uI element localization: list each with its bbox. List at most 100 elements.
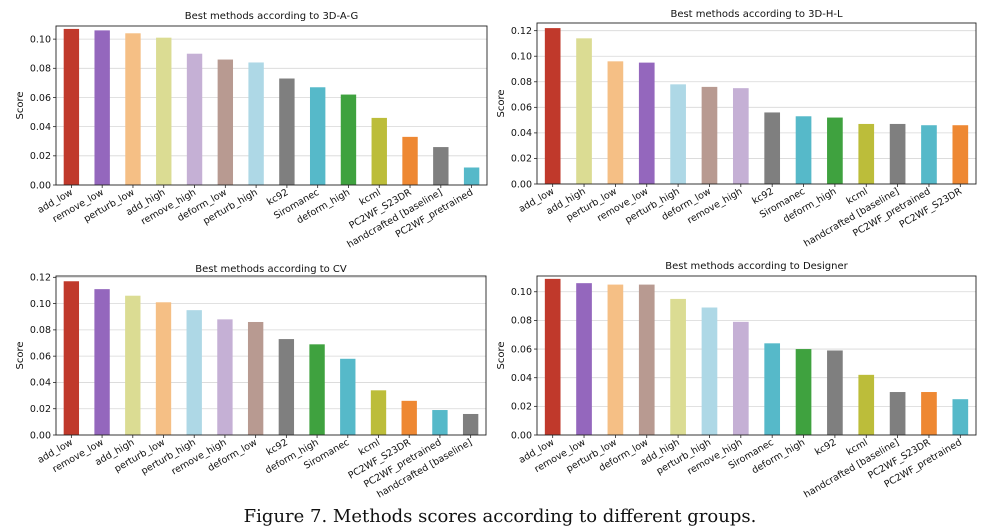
- bar-siromanec: [764, 343, 781, 435]
- chart-title: Best methods according to CV: [195, 264, 347, 275]
- y-tick-label: 0.02: [30, 404, 51, 415]
- bar-siromanec: [795, 116, 812, 184]
- bar-handcrafted-baseline: [889, 392, 906, 435]
- bar-siromanec: [309, 87, 326, 185]
- plot-frame: [55, 25, 488, 186]
- bar-kc92: [278, 339, 295, 435]
- bar-remove-high: [732, 321, 749, 435]
- bar-remove-high: [217, 319, 233, 435]
- bar-remove-high: [732, 88, 749, 184]
- bar-pc2wf-s23dr: [921, 392, 937, 435]
- y-tick-label: 0.06: [511, 344, 532, 355]
- bar-deform-low: [701, 86, 718, 184]
- y-tick-label: 0.04: [511, 373, 532, 384]
- y-tick-label: 0.04: [30, 122, 51, 133]
- y-tick-label: 0.10: [511, 52, 532, 63]
- bar-remove-high: [186, 53, 203, 186]
- bar-perturb-high: [248, 62, 264, 185]
- bar-deform-high: [340, 94, 357, 185]
- bar-siromanec: [340, 358, 356, 435]
- bar-remove-low: [94, 30, 110, 186]
- plot-frame: [536, 22, 977, 185]
- bar-deform-high: [827, 117, 843, 184]
- y-tick-label: 0.08: [511, 77, 532, 88]
- bar-pc2wf-pretrained: [463, 167, 480, 185]
- bar-kcml: [370, 390, 387, 435]
- bar-perturb-high: [670, 84, 686, 184]
- y-axis-label: Score: [15, 341, 26, 369]
- chart-panel-cv: 0.000.020.040.060.080.100.12add_lowremov…: [15, 264, 487, 501]
- y-tick-label: 0.08: [30, 64, 51, 75]
- y-tick-label: 0.00: [30, 180, 51, 191]
- y-tick-label: 0.02: [511, 402, 532, 413]
- y-tick-label: 0.10: [30, 299, 51, 310]
- bar-pc2wf-pretrained: [952, 399, 969, 435]
- bar-perturb-high: [186, 310, 202, 435]
- y-tick-label: 0.02: [511, 154, 532, 165]
- bar-add-low: [63, 28, 80, 185]
- bar-kc92: [279, 78, 295, 185]
- bar-kcml: [858, 374, 875, 435]
- bar-deform-low: [217, 59, 234, 185]
- bar-add-low: [544, 278, 561, 435]
- figure-caption: Figure 7. Methods scores according to di…: [243, 506, 757, 527]
- bar-add-high: [125, 295, 141, 435]
- chart-panel-designer: 0.000.020.040.060.080.10add_lowremove_lo…: [496, 261, 977, 501]
- bar-deform-low: [247, 321, 264, 435]
- chart-panel-3d-h-l: 0.000.020.040.060.080.100.12add_lowadd_h…: [496, 9, 977, 250]
- bar-handcrafted-baseline: [889, 123, 906, 184]
- y-axis-label: Score: [496, 341, 507, 369]
- chart-title: Best methods according to Designer: [665, 261, 848, 272]
- y-tick-label: 0.04: [30, 378, 51, 389]
- bar-deform-high: [795, 349, 812, 435]
- y-tick-label: 0.10: [30, 34, 51, 45]
- plot-frame: [536, 275, 977, 436]
- bar-handcrafted-baseline: [433, 147, 449, 185]
- bar-kc92: [764, 112, 781, 184]
- bar-perturb-low: [125, 33, 141, 185]
- chart-title: Best methods according to 3D-H-L: [670, 9, 843, 20]
- y-tick-label: 0.06: [511, 103, 532, 114]
- bar-kcml: [858, 123, 875, 184]
- bar-add-high: [156, 37, 172, 185]
- bar-kc92: [827, 350, 843, 435]
- bar-handcrafted-baseline: [462, 413, 479, 435]
- y-tick-label: 0.10: [511, 287, 532, 298]
- x-tick-label: kc92: [813, 437, 838, 458]
- bar-pc2wf-s23dr: [402, 136, 418, 185]
- chart-panel-3d-a-g: 0.000.020.040.060.080.10add_lowremove_lo…: [15, 11, 488, 251]
- chart-title: Best methods according to 3D-A-G: [185, 11, 359, 22]
- bar-remove-low: [94, 289, 110, 435]
- y-axis-label: Score: [496, 89, 507, 117]
- bar-perturb-low: [155, 302, 172, 435]
- bar-add-high: [576, 38, 592, 185]
- bar-kcml: [371, 117, 387, 185]
- plot-frame: [55, 275, 487, 436]
- y-tick-label: 0.06: [30, 351, 51, 362]
- y-tick-label: 0.12: [511, 26, 532, 37]
- y-tick-label: 0.00: [511, 430, 532, 441]
- bar-add-high: [670, 298, 686, 435]
- y-tick-label: 0.00: [30, 430, 51, 441]
- bar-pc2wf-pretrained: [921, 125, 937, 184]
- y-tick-label: 0.02: [30, 151, 51, 162]
- y-tick-label: 0.08: [30, 325, 51, 336]
- y-tick-label: 0.06: [30, 93, 51, 104]
- bar-pc2wf-pretrained: [432, 410, 448, 435]
- bar-pc2wf-s23dr: [401, 400, 417, 435]
- bar-deform-high: [309, 344, 325, 435]
- y-tick-label: 0.00: [511, 179, 532, 190]
- bar-pc2wf-s23dr: [952, 125, 969, 184]
- bar-add-low: [544, 28, 561, 184]
- bar-perturb-high: [701, 307, 718, 435]
- bar-remove-low: [638, 62, 655, 184]
- bar-perturb-low: [607, 61, 624, 185]
- bar-perturb-low: [607, 284, 624, 435]
- bar-add-low: [63, 281, 80, 435]
- y-tick-label: 0.12: [30, 273, 51, 284]
- y-tick-label: 0.04: [511, 128, 532, 139]
- bar-deform-low: [638, 284, 655, 435]
- y-tick-label: 0.08: [511, 316, 532, 327]
- y-axis-label: Score: [15, 91, 26, 119]
- bar-remove-low: [576, 283, 592, 435]
